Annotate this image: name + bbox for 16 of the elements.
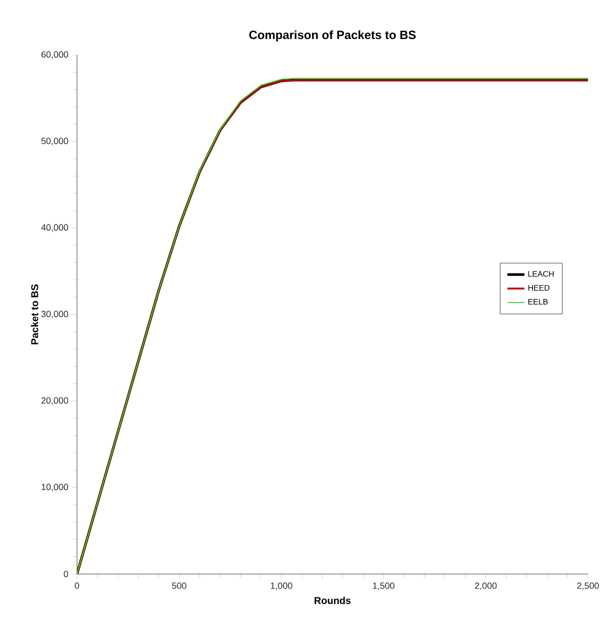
x-tick-label: 500 — [172, 582, 186, 589]
x-axis-title: Rounds — [314, 596, 351, 604]
x-tick-label: 2,000 — [475, 582, 497, 590]
y-tick-label: 50,000 — [41, 138, 68, 146]
y-axis-title: Packet to BS — [30, 284, 38, 344]
y-tick-label: 40,000 — [41, 224, 68, 232]
x-tick-label: 2,500 — [577, 582, 599, 590]
x-tick-label: 0 — [74, 582, 80, 589]
x-tick-label: 1,000 — [270, 582, 292, 590]
y-tick-label: 0 — [64, 570, 68, 578]
y-tick-label: 60,000 — [42, 51, 68, 59]
x-tick-label: 1,500 — [373, 582, 394, 590]
chart-title: Comparison of Packets to BS — [249, 30, 416, 42]
y-tick-label: 10,000 — [42, 484, 68, 492]
y-tick-label: 20,000 — [42, 397, 68, 405]
y-tick-label: 30,000 — [41, 310, 68, 318]
